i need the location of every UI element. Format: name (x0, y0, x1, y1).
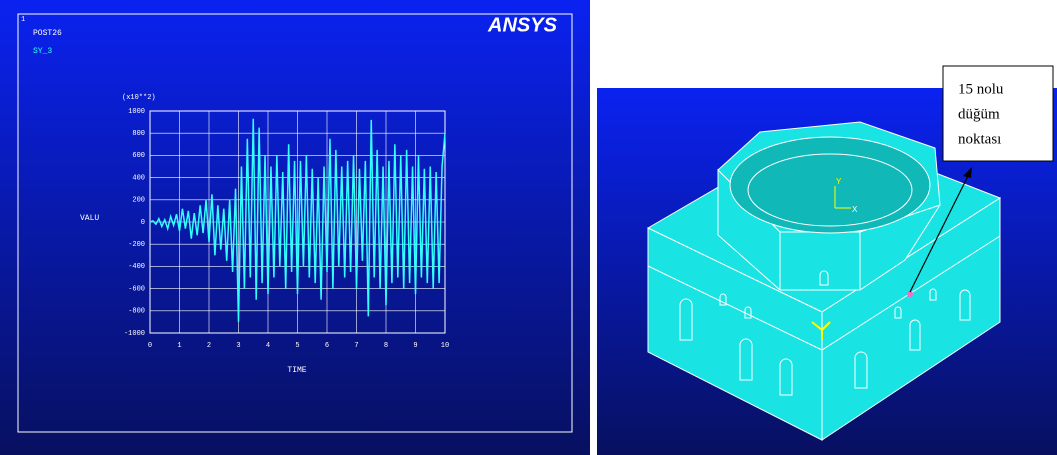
chart-subtitle: SY_3 (33, 47, 52, 56)
dome-opening (730, 137, 930, 233)
y-tick-label: 400 (132, 174, 145, 182)
y-tick-label: 1000 (128, 108, 145, 116)
x-tick-label: 8 (384, 342, 388, 350)
x-tick-label: 1 (177, 342, 181, 350)
page: {"chart_data": {"type": "line", "window_… (0, 0, 1057, 455)
annotation-text: düğüm (958, 106, 1000, 122)
x-tick-label: 6 (325, 342, 329, 350)
chart-title: POST26 (33, 29, 62, 38)
plot-background (0, 0, 590, 455)
x-tick-label: 4 (266, 342, 270, 350)
y-tick-label: -200 (128, 241, 145, 249)
annotation-text: 15 nolu (958, 81, 1004, 97)
x-axis-label: TIME (287, 366, 306, 375)
x-tick-label: 7 (354, 342, 358, 350)
x-tick-label: 2 (207, 342, 211, 350)
y-tick-label: -400 (128, 263, 145, 271)
y-tick-label: 600 (132, 152, 145, 160)
logo: ANSYS (487, 14, 558, 36)
y-tick-label: -800 (128, 308, 145, 316)
plot-window: 1 POST26 SY_3 ANSYS (x10**2) VALU TIME -… (0, 0, 590, 455)
y-multiplier: (x10**2) (122, 94, 156, 102)
axis-label: X (852, 205, 858, 214)
y-tick-label: 800 (132, 130, 145, 138)
y-tick-label: 200 (132, 197, 145, 205)
annotation-text: noktası (958, 131, 1001, 147)
y-tick-label: 0 (141, 219, 145, 227)
y-tick-label: -600 (128, 285, 145, 293)
y-axis-label: VALU (80, 214, 99, 223)
y-tick-label: -1000 (124, 330, 145, 338)
window-number: 1 (21, 16, 25, 24)
screenshot: 1 POST26 SY_3 ANSYS (x10**2) VALU TIME -… (0, 0, 1057, 455)
x-tick-label: 10 (441, 342, 449, 350)
x-tick-label: 0 (148, 342, 152, 350)
axis-label: Y (836, 177, 842, 186)
x-tick-label: 3 (236, 342, 240, 350)
x-tick-label: 5 (295, 342, 299, 350)
model-window: Y X 15 nolu düğüm noktası (597, 66, 1057, 455)
x-tick-label: 9 (413, 342, 417, 350)
